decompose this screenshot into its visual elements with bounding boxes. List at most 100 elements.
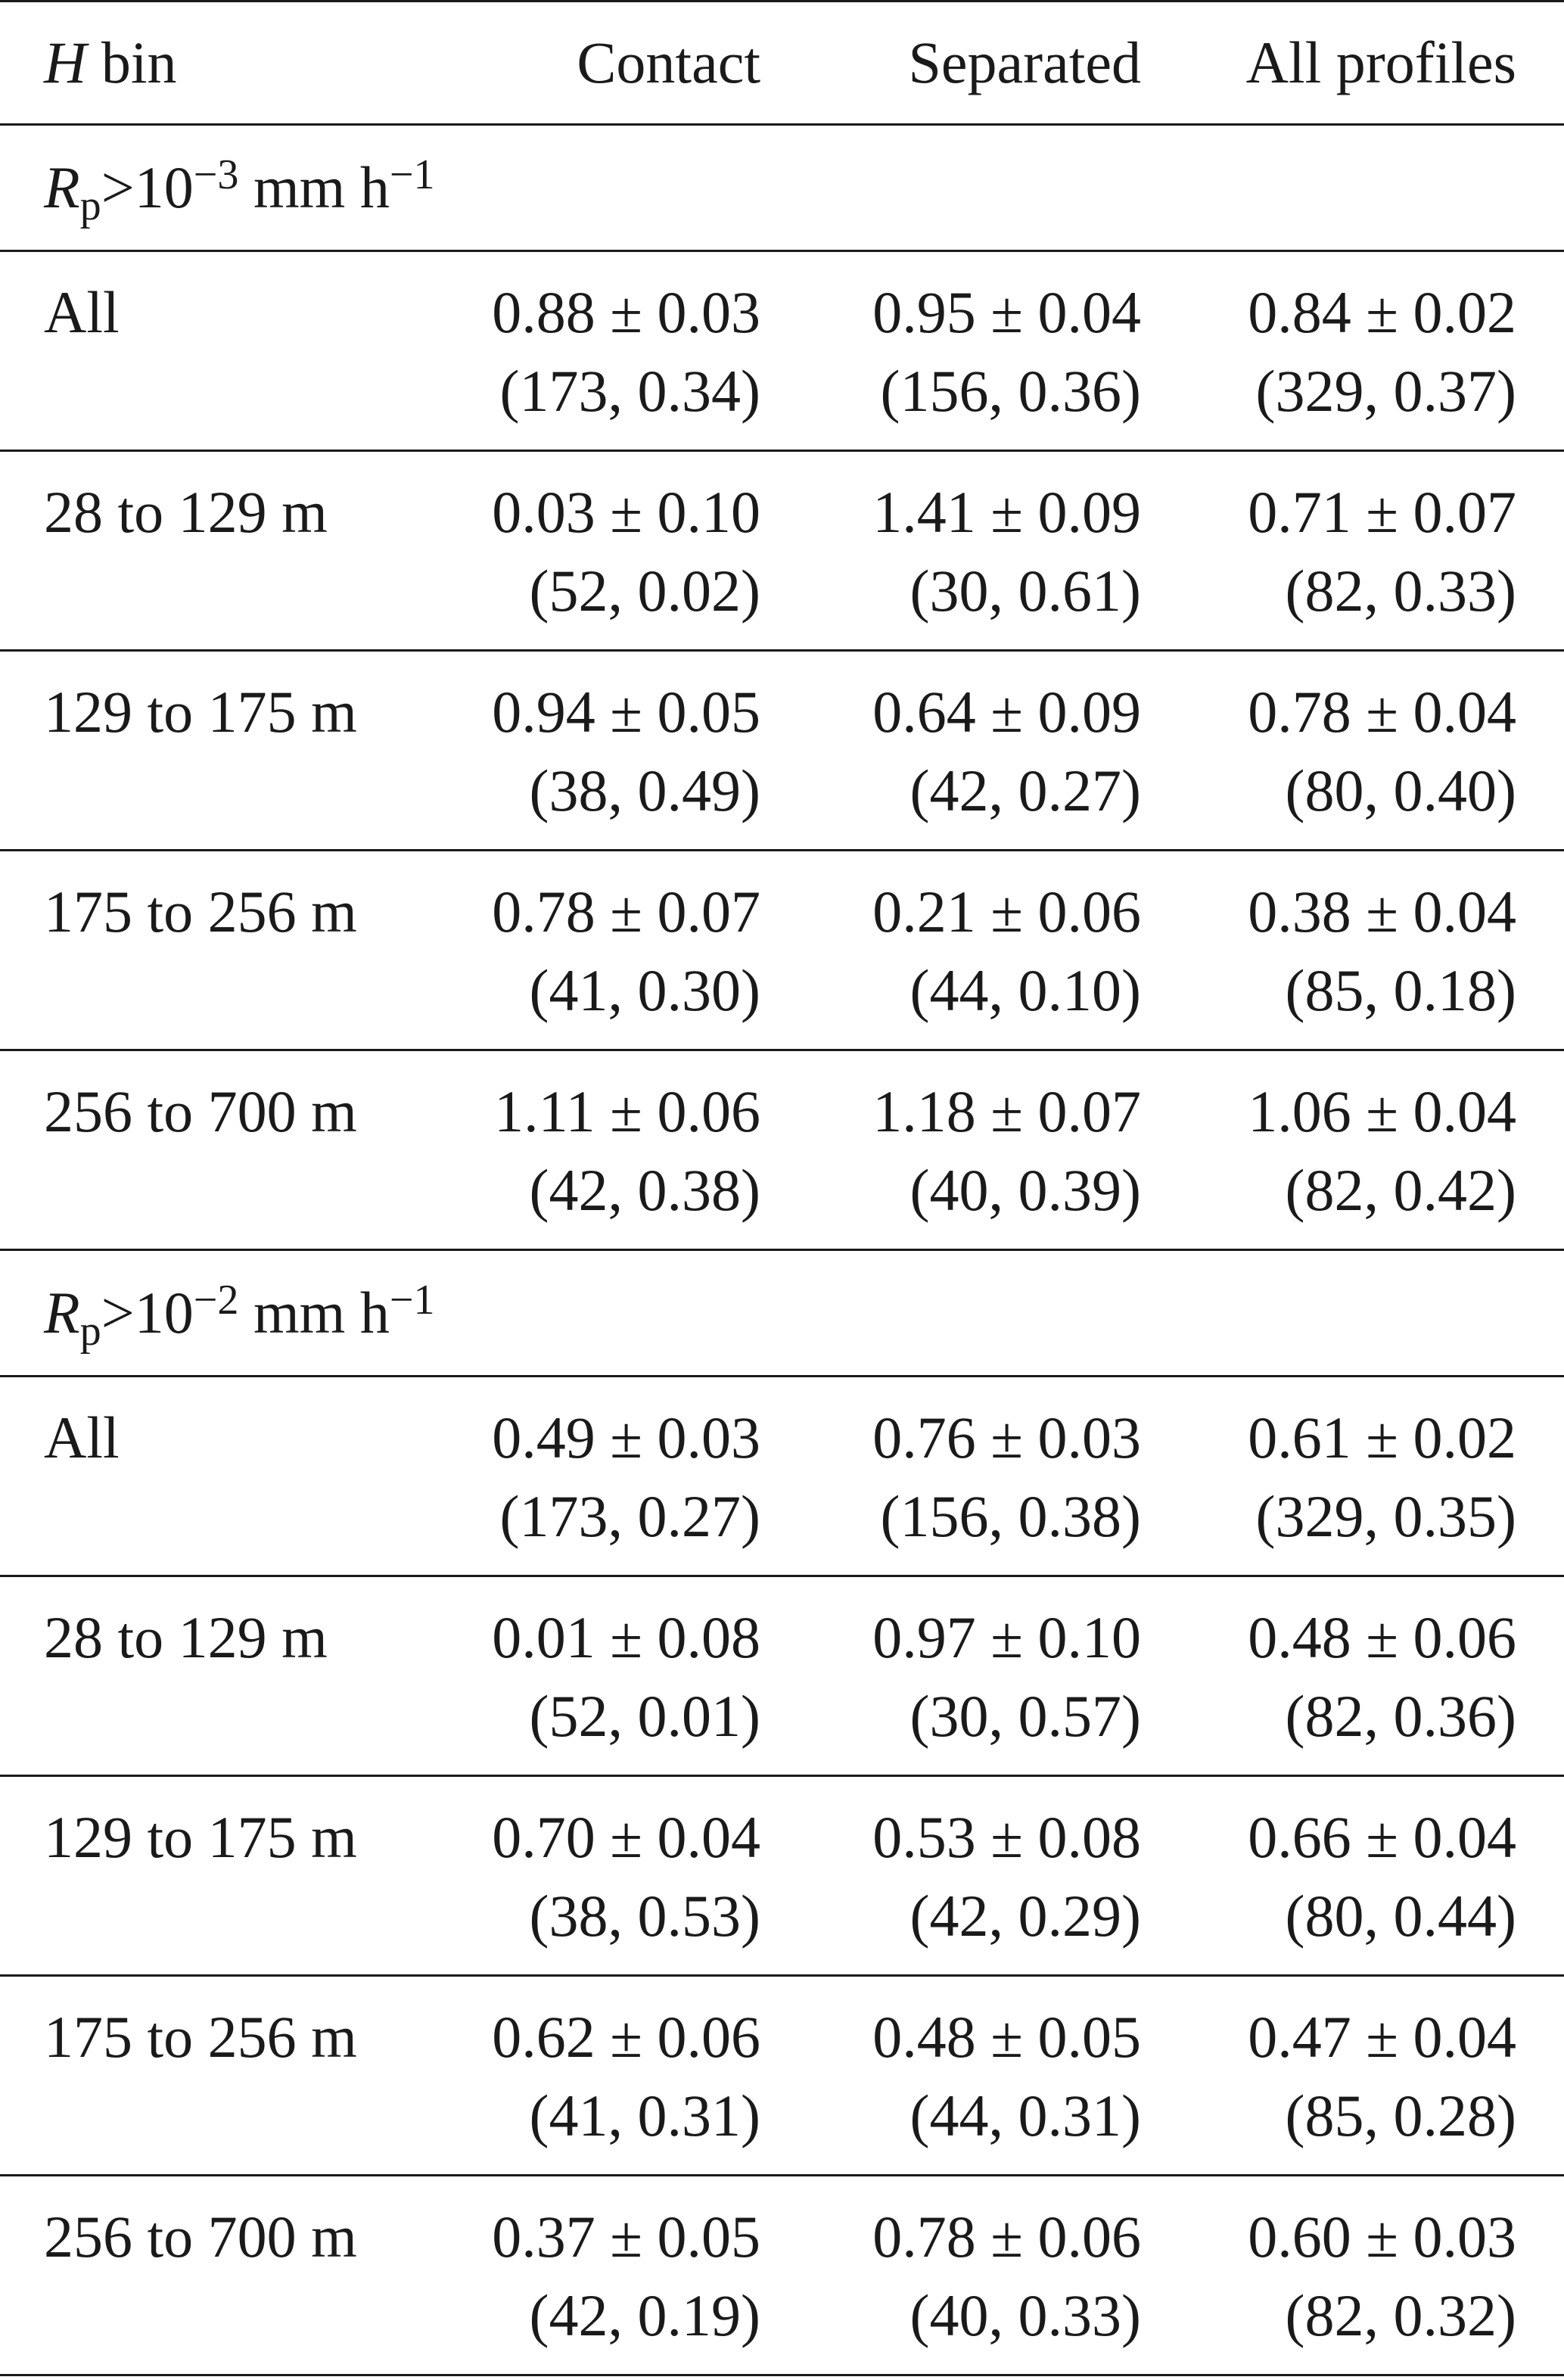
cell-detail: (42, 0.29) xyxy=(909,1883,1141,1949)
cell-detail: (41, 0.31) xyxy=(529,2083,760,2148)
cell-value: 1.11 ± 0.06 xyxy=(494,1078,760,1144)
cell-detail: (44, 0.31) xyxy=(909,2083,1141,2148)
cell-detail: (52, 0.01) xyxy=(529,1683,760,1749)
cell-detail: (82, 0.32) xyxy=(1285,2282,1516,2348)
cell-detail: (156, 0.38) xyxy=(880,1483,1141,1549)
section-sub: p xyxy=(79,1307,101,1355)
bin-label: 28 to 129 m xyxy=(0,1576,382,1777)
section-gt: >10 xyxy=(101,154,194,220)
section-unit-exp: −1 xyxy=(389,1276,435,1324)
cell-detail: (82, 0.42) xyxy=(1285,1157,1516,1223)
section-sub: p xyxy=(79,182,101,229)
all-profiles-cell: 0.78 ± 0.04 (80, 0.40) xyxy=(1141,650,1564,851)
cell-detail: (42, 0.19) xyxy=(529,2282,760,2348)
cell-value: 0.37 ± 0.05 xyxy=(492,2204,760,2270)
separated-cell: 1.18 ± 0.07 (40, 0.39) xyxy=(760,1050,1141,1251)
separated-cell: 0.95 ± 0.04 (156, 0.36) xyxy=(760,250,1141,452)
contact-cell: 0.37 ± 0.05 (42, 0.19) xyxy=(382,2175,760,2376)
cell-value: 1.41 ± 0.09 xyxy=(872,479,1141,545)
table-row: 175 to 256 m 0.62 ± 0.06 (41, 0.31) 0.48 … xyxy=(0,1975,1564,2176)
cell-value: 0.48 ± 0.06 xyxy=(1248,1604,1516,1670)
section-row-1: Rp>10−3 mm h−1 xyxy=(0,124,1564,252)
separated-cell: 0.48 ± 0.05 (44, 0.31) xyxy=(760,1975,1141,2176)
cell-value: 0.94 ± 0.05 xyxy=(492,679,760,745)
bin-label: 256 to 700 m xyxy=(0,2175,382,2376)
all-profiles-cell: 1.06 ± 0.04 (82, 0.42) xyxy=(1141,1050,1564,1251)
section-label-2: Rp>10−2 mm h−1 xyxy=(0,1249,1564,1377)
cell-detail: (85, 0.18) xyxy=(1285,957,1516,1023)
section-gt: >10 xyxy=(101,1280,194,1346)
contact-cell: 0.88 ± 0.03 (173, 0.34) xyxy=(382,250,760,452)
cell-detail: (30, 0.61) xyxy=(909,558,1141,624)
cell-value: 0.97 ± 0.10 xyxy=(872,1604,1141,1670)
cell-value: 0.78 ± 0.07 xyxy=(492,879,760,944)
header-separated: Separated xyxy=(760,0,1141,126)
contact-cell: 0.49 ± 0.03 (173, 0.27) xyxy=(382,1376,760,1577)
cell-value: 0.53 ± 0.08 xyxy=(872,1804,1141,1870)
separated-cell: 1.41 ± 0.09 (30, 0.61) xyxy=(760,450,1141,652)
table-row: 129 to 175 m 0.94 ± 0.05 (38, 0.49) 0.64 … xyxy=(0,650,1564,851)
all-profiles-cell: 0.61 ± 0.02 (329, 0.35) xyxy=(1141,1376,1564,1577)
table-row: 256 to 700 m 0.37 ± 0.05 (42, 0.19) 0.78 … xyxy=(0,2175,1564,2376)
table-row: 129 to 175 m 0.70 ± 0.04 (38, 0.53) 0.53 … xyxy=(0,1775,1564,1977)
table-row: 175 to 256 m 0.78 ± 0.07 (41, 0.30) 0.21 … xyxy=(0,850,1564,1051)
bin-label: 175 to 256 m xyxy=(0,850,382,1051)
bin-label: All xyxy=(0,1376,382,1577)
cell-detail: (42, 0.27) xyxy=(909,758,1141,823)
cell-value: 0.66 ± 0.04 xyxy=(1248,1804,1516,1870)
table-row: 28 to 129 m 0.03 ± 0.10 (52, 0.02) 1.41 ±… xyxy=(0,450,1564,652)
table-row: All 0.88 ± 0.03 (173, 0.34) 0.95 ± 0.04 (1… xyxy=(0,250,1564,452)
cell-value: 0.47 ± 0.04 xyxy=(1248,2004,1516,2070)
cell-value: 0.88 ± 0.03 xyxy=(492,279,760,345)
cell-value: 0.03 ± 0.10 xyxy=(492,479,760,545)
cell-value: 1.06 ± 0.04 xyxy=(1248,1078,1516,1144)
cell-value: 0.64 ± 0.09 xyxy=(872,679,1141,745)
contact-cell: 0.78 ± 0.07 (41, 0.30) xyxy=(382,850,760,1051)
bin-label: 256 to 700 m xyxy=(0,1050,382,1251)
bin-label: 28 to 129 m xyxy=(0,450,382,652)
cell-detail: (329, 0.37) xyxy=(1255,358,1516,424)
cell-detail: (80, 0.40) xyxy=(1285,758,1516,823)
cell-value: 0.76 ± 0.03 xyxy=(872,1405,1141,1470)
cell-detail: (80, 0.44) xyxy=(1285,1883,1516,1949)
cell-value: 0.49 ± 0.03 xyxy=(492,1405,760,1470)
cell-value: 0.21 ± 0.06 xyxy=(872,879,1141,944)
cell-detail: (44, 0.10) xyxy=(909,957,1141,1023)
table-row: 256 to 700 m 1.11 ± 0.06 (42, 0.38) 1.18 … xyxy=(0,1050,1564,1251)
header-all-profiles: All profiles xyxy=(1141,0,1564,126)
section-exp: −3 xyxy=(193,151,239,198)
all-profiles-cell: 0.60 ± 0.03 (82, 0.32) xyxy=(1141,2175,1564,2376)
all-profiles-cell: 0.48 ± 0.06 (82, 0.36) xyxy=(1141,1576,1564,1777)
separated-cell: 0.78 ± 0.06 (40, 0.33) xyxy=(760,2175,1141,2376)
contact-cell: 0.70 ± 0.04 (38, 0.53) xyxy=(382,1775,760,1977)
separated-cell: 0.97 ± 0.10 (30, 0.57) xyxy=(760,1576,1141,1777)
cell-value: 0.48 ± 0.05 xyxy=(872,2004,1141,2070)
contact-cell: 0.62 ± 0.06 (41, 0.31) xyxy=(382,1975,760,2176)
contact-cell: 0.94 ± 0.05 (38, 0.49) xyxy=(382,650,760,851)
all-profiles-cell: 0.71 ± 0.07 (82, 0.33) xyxy=(1141,450,1564,652)
contact-cell: 0.01 ± 0.08 (52, 0.01) xyxy=(382,1576,760,1777)
cell-detail: (41, 0.30) xyxy=(529,957,760,1023)
cell-detail: (38, 0.49) xyxy=(529,758,760,823)
cell-detail: (42, 0.38) xyxy=(529,1157,760,1223)
bin-label: 129 to 175 m xyxy=(0,1775,382,1977)
cell-value: 0.84 ± 0.02 xyxy=(1248,279,1516,345)
cell-value: 0.71 ± 0.07 xyxy=(1248,479,1516,545)
table-row: All 0.49 ± 0.03 (173, 0.27) 0.76 ± 0.03 (1… xyxy=(0,1376,1564,1577)
cell-value: 0.01 ± 0.08 xyxy=(492,1604,760,1670)
all-profiles-cell: 0.66 ± 0.04 (80, 0.44) xyxy=(1141,1775,1564,1977)
cell-value: 1.18 ± 0.07 xyxy=(872,1078,1141,1144)
cell-detail: (30, 0.57) xyxy=(909,1683,1141,1749)
cell-value: 0.61 ± 0.02 xyxy=(1248,1405,1516,1470)
cell-value: 0.78 ± 0.06 xyxy=(872,2204,1141,2270)
cell-value: 0.78 ± 0.04 xyxy=(1248,679,1516,745)
cell-detail: (85, 0.28) xyxy=(1285,2083,1516,2148)
all-profiles-cell: 0.47 ± 0.04 (85, 0.28) xyxy=(1141,1975,1564,2176)
section-row-2: Rp>10−2 mm h−1 xyxy=(0,1249,1564,1377)
bin-label: All xyxy=(0,250,382,452)
cell-detail: (156, 0.36) xyxy=(880,358,1141,424)
section-unit-exp: −1 xyxy=(389,151,435,198)
